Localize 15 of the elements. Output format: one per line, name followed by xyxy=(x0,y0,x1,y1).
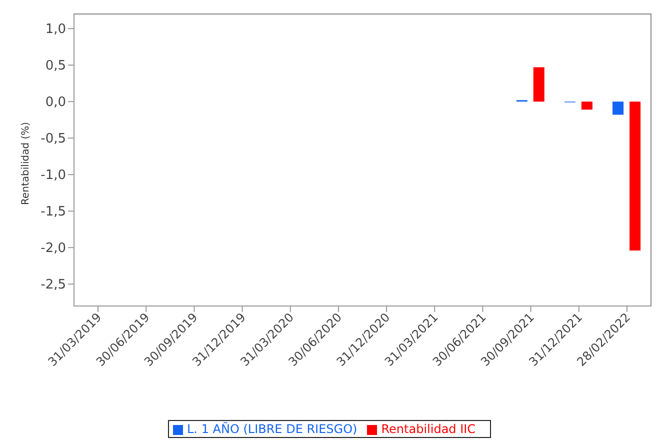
bar xyxy=(533,67,544,102)
legend-label: L. 1 AÑO (LIBRE DE RIESGO) xyxy=(187,422,358,436)
y-tick-label: 1,0 xyxy=(45,22,66,38)
y-tick-label: -2,0 xyxy=(40,241,66,256)
y-tick-label: 0,0 xyxy=(45,95,66,110)
y-tick-label: -0,5 xyxy=(40,132,66,147)
y-tick-label: -2,5 xyxy=(40,278,66,293)
y-tick-label: 0,5 xyxy=(45,58,66,74)
bar xyxy=(612,102,624,115)
y-tick-label: -1,0 xyxy=(40,168,66,184)
bar xyxy=(581,102,592,110)
legend-label: Rentabilidad IIC xyxy=(381,422,476,436)
y-tick-label: -1,5 xyxy=(40,204,66,220)
y-axis-title: Rentabilidad (%) xyxy=(20,122,32,205)
bar xyxy=(630,102,641,251)
